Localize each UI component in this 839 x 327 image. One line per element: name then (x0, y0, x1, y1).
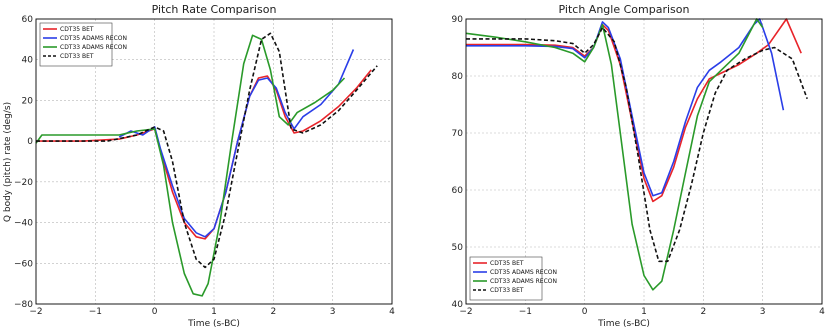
x-tick-label: 4 (819, 307, 825, 317)
y-tick-label: 20 (22, 96, 34, 106)
legend-label: CDT35 ADAMS RECON (490, 269, 557, 276)
x-tick-label: −2 (459, 307, 472, 317)
pitch-angle-title: Pitch Angle Comparison (559, 3, 690, 16)
pitch-angle-plot-frame (465, 18, 823, 305)
x-tick-label: −1 (89, 307, 102, 317)
legend-box (39, 22, 113, 67)
series-line-0 (466, 18, 802, 203)
pitch-angle-xlabel: Time (s-BC) (597, 319, 650, 327)
y-tick-label: 60 (452, 186, 464, 196)
pitch-angle-legend: CDT35 BET CDT35 ADAMS RECON CDT33 ADAMS RE… (469, 256, 557, 301)
y-tick-label: 90 (452, 15, 464, 25)
x-tick-label: 0 (152, 307, 158, 317)
series-line-2 (35, 34, 346, 297)
y-tick-label: −20 (14, 178, 33, 188)
y-tick-label: 40 (22, 56, 34, 66)
legend-label: CDT35 ADAMS RECON (60, 35, 127, 42)
pitch-angle-chart: Pitch Angle Comparison Time (s-BC) −2 −1 0… (452, 3, 826, 327)
x-tick-label: 3 (760, 307, 766, 317)
y-tick-label: 40 (452, 300, 464, 310)
x-tick-label: 1 (641, 307, 647, 317)
pitch-rate-legend: CDT35 BET CDT35 ADAMS RECON CDT33 ADAMS RE… (39, 22, 127, 67)
x-tick-label: 1 (211, 307, 217, 317)
series-line-3 (36, 32, 378, 269)
legend-label: CDT33 BET (490, 287, 524, 294)
x-tick-label: 0 (582, 307, 588, 317)
y-tick-label: 70 (452, 129, 464, 139)
series-line-1 (466, 18, 785, 197)
pitch-rate-chart: Pitch Rate Comparison Time (s-BC) Q body… (3, 3, 395, 327)
x-tick-label: −2 (29, 307, 42, 317)
y-tick-label: 80 (452, 72, 464, 82)
series-line-2 (465, 18, 764, 291)
series-line-0 (36, 69, 372, 240)
legend-label: CDT33 ADAMS RECON (490, 278, 557, 285)
legend-label: CDT33 ADAMS RECON (60, 44, 127, 51)
legend-box (469, 256, 543, 301)
x-tick-label: 4 (389, 307, 395, 317)
y-tick-label: 60 (22, 15, 34, 25)
pitch-rate-title: Pitch Rate Comparison (152, 3, 277, 16)
y-tick-label: 0 (27, 137, 33, 147)
pitch-rate-plot-frame (35, 18, 393, 305)
x-tick-label: 2 (700, 307, 706, 317)
legend-label: CDT35 BET (60, 26, 94, 33)
y-tick-label: 50 (452, 243, 464, 253)
pitch-rate-xlabel: Time (s-BC) (187, 319, 240, 327)
y-tick-label: −60 (14, 259, 33, 269)
y-tick-label: −80 (14, 300, 33, 310)
x-tick-label: 2 (270, 307, 276, 317)
legend-label: CDT33 BET (60, 53, 94, 60)
x-tick-label: −1 (519, 307, 532, 317)
pitch-rate-ylabel: Q body (pitch) rate (deg/s) (3, 102, 13, 222)
series-line-3 (466, 26, 808, 263)
y-tick-label: −40 (14, 219, 33, 229)
legend-label: CDT35 BET (490, 260, 524, 267)
series-line-1 (118, 49, 355, 238)
x-tick-label: 3 (330, 307, 336, 317)
